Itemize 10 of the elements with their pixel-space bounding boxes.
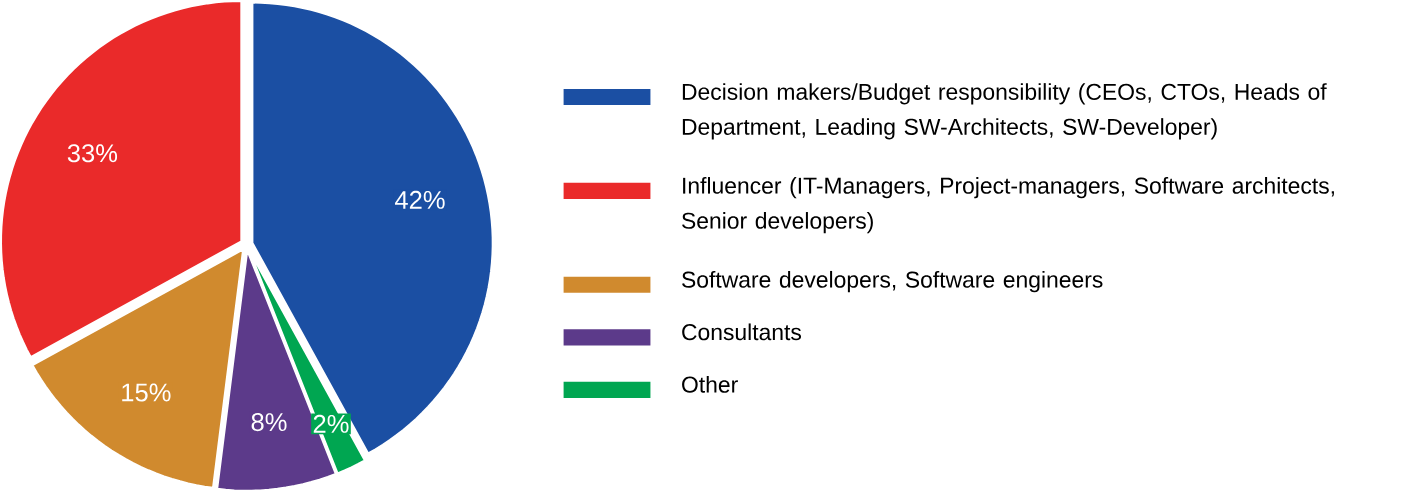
legend-label: Decision makers/Budget responsibility (CEOs, CTOs, Heads of Department, Leading SW-Architects, SW-Developer) xyxy=(682,83,1327,140)
data-label: 33% xyxy=(67,144,118,163)
data-label: 8% xyxy=(251,413,287,432)
legend-label: Software developers, Software engineers xyxy=(682,271,1103,293)
data-label: 2% xyxy=(313,414,349,433)
legend-label: Consultants xyxy=(682,323,802,341)
data-label: 15% xyxy=(122,383,171,402)
legend-label: Influencer (IT-Managers, Project-managers, Software architects, Senior developers) xyxy=(682,177,1334,234)
data-label: 42% xyxy=(394,191,445,210)
legend-label: Other xyxy=(682,376,738,393)
